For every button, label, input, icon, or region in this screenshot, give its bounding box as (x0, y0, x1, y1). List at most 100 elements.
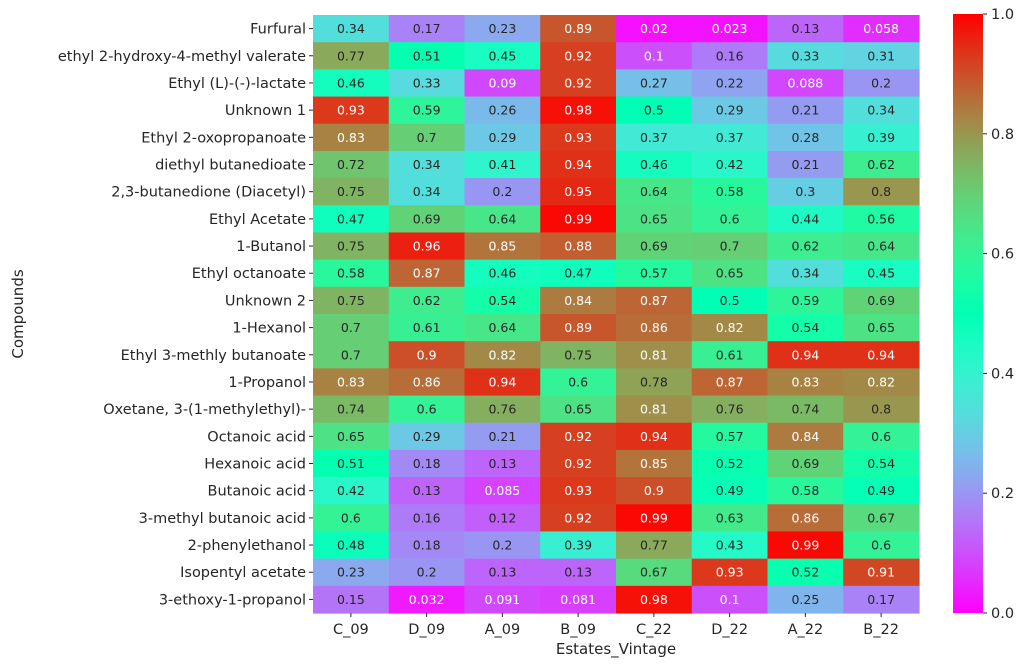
heatmap-cell (616, 69, 693, 98)
cell-value-label: 0.86 (413, 374, 441, 389)
cell-value-label: 0.39 (564, 538, 592, 553)
heatmap-cell (464, 395, 541, 424)
heatmap-cell (313, 150, 390, 179)
cell-value-label: 0.59 (413, 103, 441, 118)
heatmap-cell (464, 422, 541, 451)
heatmap-cell (464, 341, 541, 369)
heatmap-cell (313, 205, 390, 234)
x-tick-label: D_22 (711, 622, 748, 638)
cell-value-label: 0.67 (640, 565, 668, 580)
heatmap-cell (616, 368, 693, 397)
heatmap-cell (388, 205, 466, 234)
heatmap-cell (540, 531, 617, 560)
cell-value-label: 0.12 (488, 510, 516, 525)
cell-value-label: 0.17 (413, 21, 441, 36)
cell-value-label: 0.94 (867, 347, 895, 362)
heatmap-cell (691, 341, 769, 369)
cell-value-label: 0.75 (564, 347, 592, 362)
y-tick-label: 2,3-butanedione (Diacetyl) (111, 185, 306, 201)
cell-value-label: 0.023 (712, 21, 748, 36)
cell-value-label: 0.29 (413, 429, 441, 444)
cell-value-label: 0.09 (488, 75, 516, 90)
cell-value-label: 0.62 (413, 293, 441, 308)
heatmap-cell (767, 150, 844, 179)
heatmap-cell (843, 477, 920, 505)
heatmap-cell (464, 477, 541, 505)
cell-value-label: 0.94 (791, 347, 819, 362)
cell-value-label: 0.26 (488, 103, 516, 118)
heatmap-cell (616, 558, 693, 587)
heatmap-cell (843, 205, 920, 234)
heatmap-cell (540, 259, 617, 288)
cell-value-label: 0.2 (871, 75, 891, 90)
y-tick-label: Unknown 1 (225, 103, 306, 119)
heatmap-cell (464, 178, 541, 206)
cell-value-label: 0.34 (867, 103, 895, 118)
y-tick-label: diethyl butanedioate (155, 158, 306, 174)
heatmap-cell (767, 69, 844, 98)
cell-value-label: 0.42 (337, 483, 365, 498)
heatmap-cell (313, 449, 390, 478)
cell-value-label: 0.74 (791, 402, 819, 417)
heatmap-cell (843, 585, 920, 614)
heatmap-cell (691, 477, 769, 505)
heatmap-cell (464, 286, 541, 315)
heatmap-cell (388, 449, 466, 478)
heatmap-cell (691, 123, 769, 152)
heatmap-cell (464, 368, 541, 397)
x-tick-label: C_22 (636, 622, 672, 638)
cell-value-label: 0.23 (337, 565, 365, 580)
heatmap-cell (767, 477, 844, 505)
heatmap-cell (313, 531, 390, 560)
colorbar-gradient (953, 14, 983, 613)
x-tick-label: C_09 (333, 622, 369, 638)
heatmap-cell (843, 150, 920, 179)
heatmap-cell (843, 42, 920, 70)
heatmap-cell (313, 232, 390, 261)
heatmap-cell (691, 205, 769, 234)
x-tick-label: B_09 (560, 622, 596, 638)
cell-value-label: 0.69 (640, 239, 668, 254)
cell-value-label: 0.95 (564, 184, 592, 199)
heatmap-cell (691, 531, 769, 560)
heatmap-cell (767, 558, 844, 587)
cell-value-label: 0.75 (337, 184, 365, 199)
heatmap-cell (767, 42, 844, 70)
cell-value-label: 0.64 (867, 239, 895, 254)
heatmap-cell (540, 69, 617, 98)
heatmap-cell (313, 314, 390, 342)
heatmap-cell (843, 96, 920, 125)
cell-value-label: 0.58 (716, 184, 744, 199)
cell-value-label: 0.9 (644, 483, 664, 498)
heatmap-cells (313, 15, 920, 614)
cell-value-label: 0.51 (337, 456, 365, 471)
y-tick-label: Isopentyl acetate (180, 565, 306, 581)
heatmap-cell (843, 15, 920, 43)
cell-value-label: 0.69 (413, 211, 441, 226)
cell-value-label: 0.82 (716, 320, 744, 335)
heatmap-cell (313, 286, 390, 315)
cell-value-label: 0.52 (716, 456, 744, 471)
cell-value-label: 0.86 (640, 320, 668, 335)
heatmap-cell (313, 477, 390, 505)
colorbar-tick-label: 0.0 (991, 606, 1014, 622)
heatmap-cell (616, 504, 693, 533)
heatmap-cell (388, 422, 466, 451)
heatmap-cell (616, 422, 693, 451)
cell-value-label: 0.6 (720, 211, 740, 226)
heatmap-cell (767, 259, 844, 288)
cell-value-label: 0.64 (488, 320, 516, 335)
y-tick-label: Hexanoic acid (204, 457, 306, 473)
cell-value-label: 0.93 (564, 130, 592, 145)
heatmap-cell (464, 123, 541, 152)
cell-value-label: 0.7 (341, 347, 361, 362)
cell-value-label: 0.18 (413, 538, 441, 553)
cell-value-label: 0.43 (716, 538, 744, 553)
heatmap-cell (691, 286, 769, 315)
heatmap-cell (388, 395, 466, 424)
cell-value-label: 0.13 (564, 565, 592, 580)
cell-value-label: 0.69 (791, 456, 819, 471)
cell-value-label: 0.65 (716, 266, 744, 281)
heatmap-cell (767, 96, 844, 125)
